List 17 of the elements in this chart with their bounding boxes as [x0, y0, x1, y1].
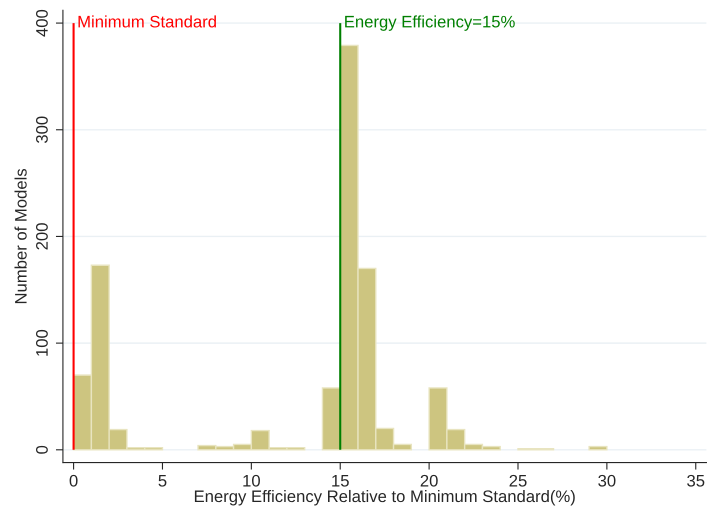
x-tick-label: 25 [510, 474, 527, 487]
ref-line-label: Energy Efficiency=15% [345, 15, 515, 31]
y-axis-title: Number of Models [14, 168, 27, 304]
x-tick-label: 5 [158, 475, 166, 487]
y-tick-label: 100 [36, 330, 48, 356]
y-tick-label: 300 [36, 116, 48, 144]
y-tick-label: 0 [36, 446, 48, 454]
x-tick-label: 10 [243, 474, 260, 487]
y-tick-label: 200 [36, 223, 48, 250]
x-tick-label: 30 [598, 474, 616, 487]
x-tick-label: 20 [420, 474, 438, 487]
x-tick-label: 15 [332, 475, 349, 487]
y-tick-label: 400 [36, 10, 48, 37]
x-tick-label: 0 [70, 474, 78, 487]
x-tick-label: 35 [687, 474, 704, 487]
ref-line-label: Minimum Standard [78, 15, 216, 28]
x-axis-title: Energy Efficiency Relative to Minimum Standard(%) [194, 490, 575, 506]
